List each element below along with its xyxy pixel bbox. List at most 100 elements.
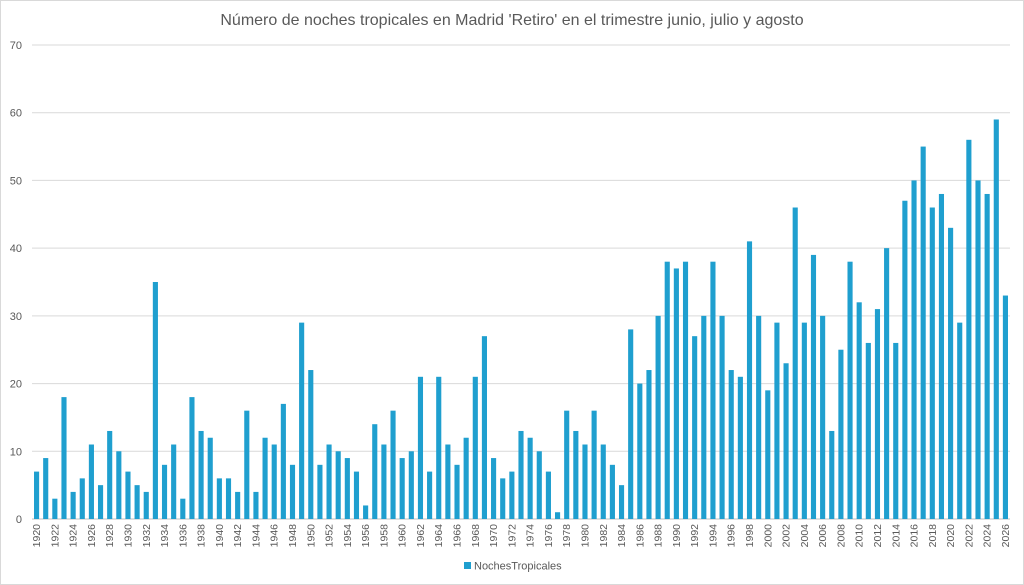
x-tick-label: 1920 xyxy=(31,524,43,548)
x-tick-label: 2018 xyxy=(927,524,939,548)
x-tick-label: 1956 xyxy=(360,524,372,548)
bar-1991 xyxy=(682,261,689,519)
x-tick-label: 1994 xyxy=(707,524,719,548)
legend: NochesTropicales xyxy=(464,561,562,573)
bar-1929 xyxy=(116,451,122,519)
y-axis: 0 10 20 30 40 50 60 70 xyxy=(10,40,22,526)
bar-1998 xyxy=(746,241,753,519)
bar-1999 xyxy=(756,315,762,519)
bar-1988 xyxy=(655,315,661,519)
bar-2013 xyxy=(884,248,890,519)
bar-1925 xyxy=(79,478,85,519)
x-tick-label: 1988 xyxy=(653,524,665,548)
x-tick-label: 2006 xyxy=(817,524,829,548)
bar-1983 xyxy=(609,464,615,519)
x-tick-label: 2002 xyxy=(781,524,793,548)
x-tick-label: 2022 xyxy=(963,524,975,548)
bar-1930 xyxy=(125,471,131,519)
x-tick-label: 2004 xyxy=(799,524,811,548)
bar-1976 xyxy=(545,471,551,519)
legend-swatch xyxy=(464,562,471,569)
bar-1965 xyxy=(445,444,451,519)
x-tick-label: 1936 xyxy=(177,524,189,548)
bar-1985 xyxy=(628,329,634,519)
chart-title: Número de noches tropicales en Madrid 'R… xyxy=(220,12,803,29)
bar-1922 xyxy=(52,498,58,519)
bar-1962 xyxy=(417,376,424,519)
y-tick-label: 60 xyxy=(10,108,22,120)
y-tick-label: 0 xyxy=(16,514,22,526)
bar-1961 xyxy=(408,451,414,519)
x-tick-label: 1952 xyxy=(324,524,336,548)
x-tick-label: 2012 xyxy=(872,524,884,548)
bar-1948 xyxy=(289,464,296,519)
x-tick-label: 1930 xyxy=(122,524,134,548)
bar-2005 xyxy=(810,254,817,519)
bar-1958 xyxy=(381,444,387,519)
x-tick-label: 1968 xyxy=(470,524,482,548)
bar-1981 xyxy=(591,410,597,519)
x-tick-label: 2000 xyxy=(762,524,774,548)
x-tick-label: 1966 xyxy=(452,524,464,548)
x-tick-label: 2024 xyxy=(982,524,994,548)
bar-1975 xyxy=(536,451,542,519)
bar-2011 xyxy=(865,342,871,519)
bar-1923 xyxy=(61,397,67,519)
x-tick-label: 1938 xyxy=(196,524,208,548)
x-tick-label: 1998 xyxy=(744,524,756,548)
bar-1935 xyxy=(171,444,177,519)
x-tick-label: 1970 xyxy=(488,524,500,548)
bar-1926 xyxy=(88,444,94,519)
bar-2006 xyxy=(820,315,826,519)
bar-2026 xyxy=(1002,295,1008,519)
x-axis: 1920 1922 1924 1926 1928 1930 1932 1934 1936 1938… xyxy=(31,524,1012,548)
bar-1928 xyxy=(107,430,113,519)
x-tick-label: 1940 xyxy=(214,524,226,548)
bar-2001 xyxy=(774,322,780,519)
x-tick-label: 1950 xyxy=(305,524,317,548)
x-tick-label: 1974 xyxy=(525,524,537,548)
bar-1959 xyxy=(390,410,396,519)
bar-2012 xyxy=(874,309,881,519)
y-tick-label: 50 xyxy=(10,175,22,187)
bar-1949 xyxy=(299,322,305,519)
bar-2009 xyxy=(847,261,853,519)
y-tick-label: 20 xyxy=(10,379,22,391)
bar-1964 xyxy=(436,376,442,519)
bar-1968 xyxy=(472,376,478,519)
bar-1978 xyxy=(564,410,570,519)
x-tick-label: 2014 xyxy=(890,524,902,548)
x-tick-label: 1960 xyxy=(397,524,409,548)
bar-1920 xyxy=(34,471,40,519)
bar-2007 xyxy=(829,430,835,519)
bar-1953 xyxy=(335,451,341,519)
x-tick-label: 2026 xyxy=(1000,524,1012,548)
bar-1973 xyxy=(518,430,524,519)
bar-1986 xyxy=(637,383,643,519)
bar-1943 xyxy=(244,410,250,519)
x-tick-label: 1972 xyxy=(506,524,518,548)
y-tick-label: 10 xyxy=(10,446,22,458)
bar-2025 xyxy=(993,119,999,520)
y-tick-label: 40 xyxy=(10,243,22,255)
y-tick-label: 70 xyxy=(10,40,22,52)
bar-1971 xyxy=(500,478,506,519)
bar-1974 xyxy=(527,437,533,519)
bar-1931 xyxy=(134,485,140,519)
bar-1955 xyxy=(353,471,360,519)
bar-1980 xyxy=(582,444,588,519)
bar-1950 xyxy=(308,370,314,519)
x-tick-label: 1932 xyxy=(141,524,153,548)
bar-1982 xyxy=(600,444,606,519)
x-tick-label: 1990 xyxy=(671,524,683,548)
bar-1963 xyxy=(427,471,433,519)
bar-1933 xyxy=(152,282,158,519)
x-tick-label: 1926 xyxy=(86,524,98,548)
x-tick-label: 1954 xyxy=(342,524,354,548)
bar-1967 xyxy=(463,437,469,519)
gridlines xyxy=(32,44,1010,520)
bar-1946 xyxy=(271,444,277,519)
bar-1941 xyxy=(225,478,232,519)
y-tick-label: 30 xyxy=(10,311,22,323)
